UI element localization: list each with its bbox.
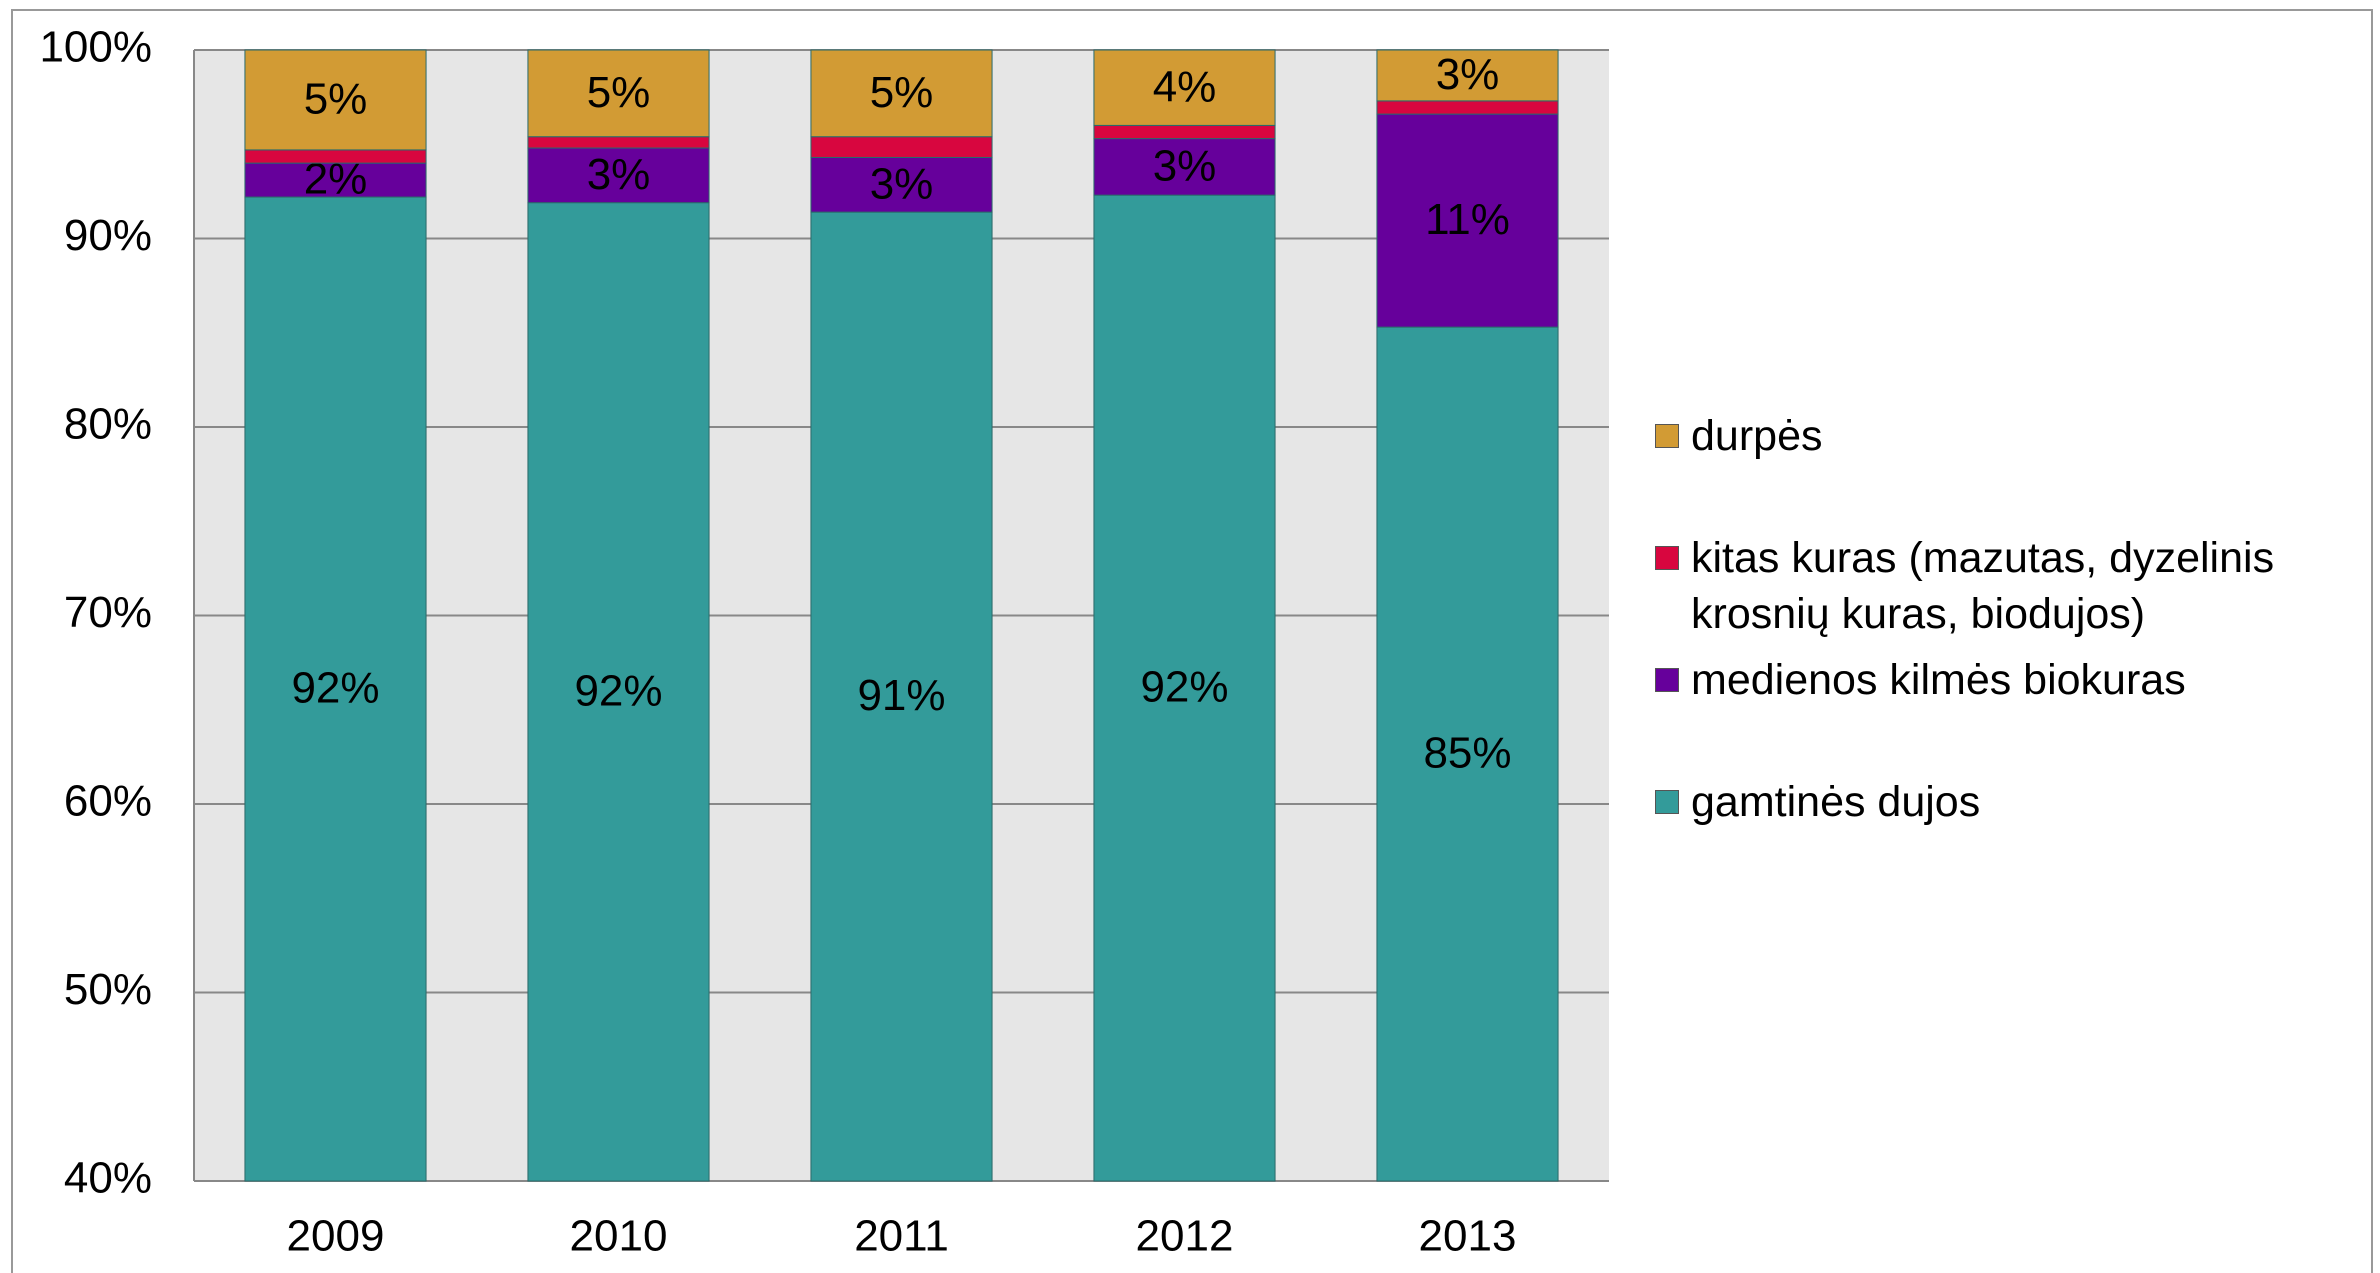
x-tick-label: 2010 xyxy=(570,1212,668,1261)
bar-segment xyxy=(244,49,427,151)
legend-swatch xyxy=(1655,790,1679,814)
data-label: 92% xyxy=(291,664,379,713)
data-label: 3% xyxy=(1436,50,1500,99)
x-tick-label: 2012 xyxy=(1136,1212,1234,1261)
bar-segment xyxy=(1093,49,1276,126)
bar-segment xyxy=(527,202,710,1182)
y-tick-label: 100% xyxy=(39,23,152,72)
bar-segment xyxy=(1093,124,1276,140)
data-label: 5% xyxy=(870,68,934,117)
frame xyxy=(11,9,2373,1273)
bar-segment xyxy=(527,147,710,204)
x-tick-label: 2013 xyxy=(1419,1212,1517,1261)
data-label: 92% xyxy=(574,666,662,715)
bar-segment xyxy=(1376,113,1559,328)
bar-segment xyxy=(244,196,427,1182)
legend-label: kitas kuras (mazutas, dyzelinis krosnių … xyxy=(1691,534,2275,638)
bar-segment xyxy=(244,162,427,198)
bar-segment xyxy=(810,136,993,158)
data-label: 3% xyxy=(870,159,934,208)
legend-label: medienos kilmės biokuras xyxy=(1691,656,2186,704)
y-tick-label: 60% xyxy=(64,777,152,826)
y-tick-label: 80% xyxy=(64,400,152,449)
bar-segment xyxy=(1376,326,1559,1182)
data-label: 4% xyxy=(1153,62,1217,111)
bar-segment xyxy=(527,49,710,138)
legend-swatch xyxy=(1655,546,1679,570)
legend-item: medienos kilmės biokuras xyxy=(1655,652,2345,708)
legend-label: gamtinės dujos xyxy=(1691,778,1981,826)
bar-segment xyxy=(1093,138,1276,196)
bar-segment xyxy=(244,149,427,164)
legend-swatch xyxy=(1655,424,1679,448)
y-tick-label: 90% xyxy=(64,211,152,260)
bar-segment xyxy=(810,211,993,1182)
legend-item: gamtinės dujos xyxy=(1655,774,2345,830)
y-tick-label: 40% xyxy=(64,1154,152,1203)
data-label: 85% xyxy=(1423,729,1511,778)
data-label: 3% xyxy=(1153,141,1217,190)
bar-segment xyxy=(810,49,993,138)
bar-segment xyxy=(527,136,710,149)
x-tick-label: 2011 xyxy=(854,1212,949,1261)
data-label: 3% xyxy=(587,150,651,199)
data-label: 92% xyxy=(1140,663,1228,712)
legend-label: durpės xyxy=(1691,412,1823,460)
legend-item: durpės xyxy=(1655,408,2345,464)
x-tick-label: 2009 xyxy=(287,1212,385,1261)
legend-swatch xyxy=(1655,668,1679,692)
bar-segment xyxy=(1376,100,1559,115)
y-tick-label: 50% xyxy=(64,965,152,1014)
data-label: 11% xyxy=(1425,195,1510,244)
y-tick-label: 70% xyxy=(64,588,152,637)
bar-segment xyxy=(810,156,993,213)
legend-item: kitas kuras (mazutas, dyzelinis krosnių … xyxy=(1655,530,2345,642)
data-label: 5% xyxy=(587,68,651,117)
data-label: 91% xyxy=(857,671,945,720)
bar-segment xyxy=(1093,194,1276,1182)
bar-segment xyxy=(1376,49,1559,102)
data-label: 5% xyxy=(304,75,368,124)
